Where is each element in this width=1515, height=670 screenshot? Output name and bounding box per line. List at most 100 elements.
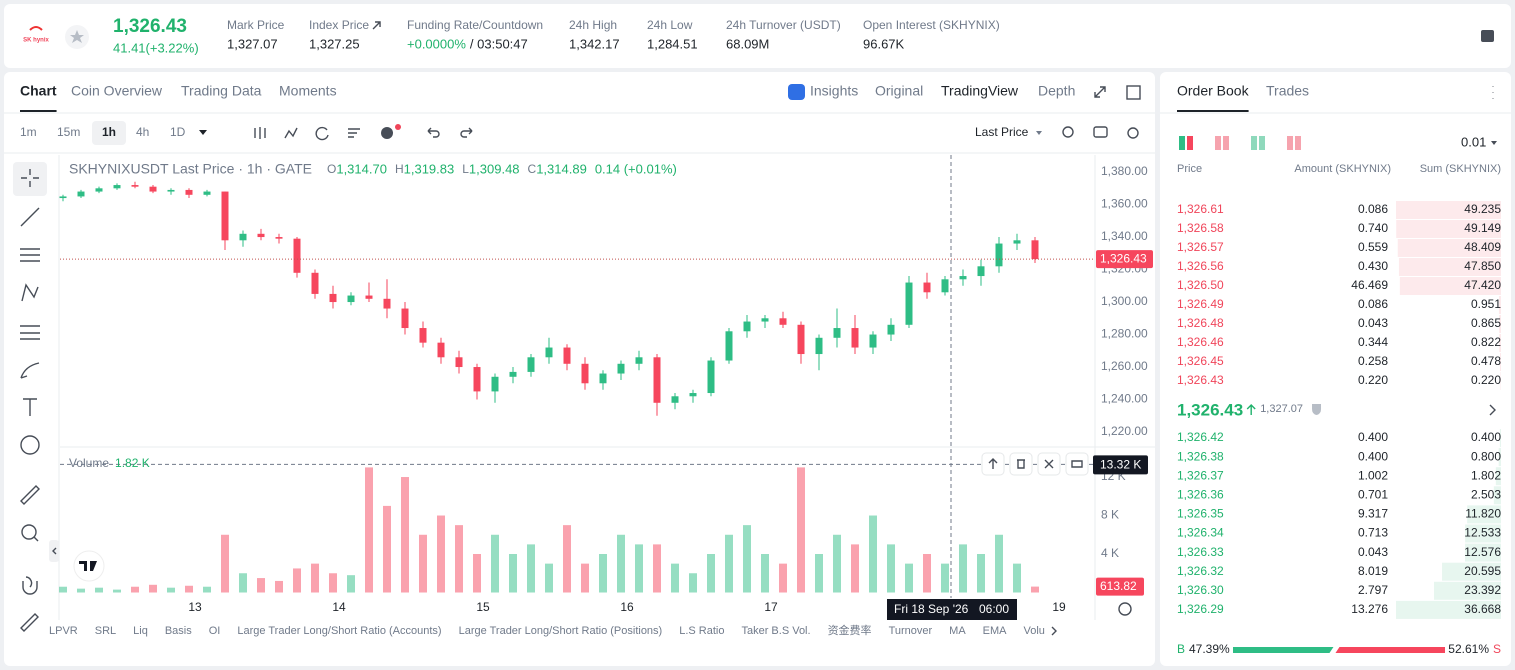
layout-icon[interactable] [1126,85,1141,100]
last-price: 1,326.43 [113,16,187,37]
indicator-tab[interactable]: Large Trader Long/Short Ratio (Accounts) [237,625,441,637]
chart-tab[interactable]: Coin Overview [71,83,163,99]
order-sum: 11.820 [1465,507,1501,521]
logo-mark [29,26,43,31]
pane-button[interactable] [1065,452,1089,476]
depth-bar [1396,220,1501,238]
volume-bar [167,587,175,593]
stat-value: 68.09M [726,36,769,51]
delete-icon [1017,459,1025,469]
order-sum: 47.420 [1464,278,1501,292]
zoom-tool[interactable] [21,524,37,540]
indicator-tab[interactable]: LPVR [49,625,78,637]
indicator-tab[interactable]: Liq [133,625,148,637]
order-sum: 0.400 [1471,430,1501,444]
candle-body [203,191,211,195]
depth-bar [1399,277,1501,295]
ai-icon [788,84,805,100]
indicator-tab[interactable]: Taker B.S Vol. [741,625,810,637]
stat-value: 1,284.51 [647,36,698,51]
pane-button[interactable] [1009,452,1033,476]
indicator-tab[interactable]: OI [209,625,221,637]
view-tab[interactable]: Depth [1038,83,1075,99]
menu-icon[interactable] [1481,30,1494,42]
search-icon[interactable] [1062,126,1074,138]
volume-bar [221,534,229,593]
order-sum: 36.668 [1464,602,1501,616]
chart-tab[interactable]: Trading Data [181,83,262,99]
indicator-tab[interactable]: EMA [983,625,1008,637]
drawing-tool [21,169,39,187]
chart-tab[interactable]: Chart [20,83,57,99]
candle-body [401,308,409,329]
indicator-tab[interactable]: 资金费率 [828,623,872,637]
order-amount: 46.469 [1351,278,1388,292]
order-price: 1,326.38 [1177,449,1224,463]
emoji-tool[interactable] [20,435,40,455]
candle-body [527,357,535,372]
indicator-tab[interactable]: Large Trader Long/Short Ratio (Positions… [459,625,663,637]
volume-bar [599,554,607,593]
indicator-icon[interactable] [381,127,393,139]
volume-bar [635,544,643,593]
indicator-tab[interactable]: Volu [1024,625,1045,637]
depth-mode[interactable] [1179,136,1185,150]
volume-last-label: 613.82 [1100,579,1137,593]
candle-body [293,238,301,273]
candle-body [707,360,715,394]
order-sum: 47.850 [1464,259,1501,273]
chart-tab[interactable]: Moments [279,83,337,99]
volume-bar [671,563,679,593]
precision[interactable]: 0.01 [1461,134,1486,149]
candle-body [77,191,85,197]
ohlc-value: 1,309.48 [469,161,520,176]
order-price: 1,326.57 [1177,240,1224,254]
interval[interactable]: 1D [170,125,186,139]
price-source[interactable]: Last Price [975,125,1029,139]
depth-mode-part [1187,136,1193,150]
star-icon [70,30,84,43]
crosshair-time: 06:00 [979,602,1009,616]
candle-body [167,189,175,192]
order-book-tab[interactable]: Order Book [1177,83,1250,99]
interval[interactable]: 15m [57,125,80,139]
collapse-icon [1044,459,1054,469]
settings-icon[interactable] [1127,127,1139,139]
interval[interactable]: 4h [136,125,149,139]
y-tick-label: 1,220.00 [1101,424,1148,438]
order-price: 1,326.29 [1177,602,1224,616]
indicator-tab[interactable]: Turnover [889,625,933,637]
chevron-right [1051,626,1057,636]
indicator-tab[interactable]: Basis [165,625,192,637]
stat-value: +0.0000% [407,36,466,51]
x-tick-label: 17 [764,600,778,614]
view-tab[interactable]: Insights [810,83,858,99]
indicator-tab[interactable]: MA [949,625,966,637]
indicator-tab[interactable]: SRL [95,625,116,637]
depth-mode-part [1295,136,1301,150]
view-tab[interactable]: TradingView [941,83,1019,99]
view-tab[interactable]: Original [875,83,923,99]
tv-logo [73,550,105,582]
order-price: 1,326.61 [1177,202,1224,216]
tab-underline [1177,110,1249,112]
camera-icon[interactable] [1093,126,1108,138]
interval[interactable]: 1m [20,125,37,139]
depth-mode[interactable] [1215,136,1221,150]
candle-body [149,186,157,192]
depth-mode[interactable] [1251,136,1257,150]
order-sum: 23.392 [1464,583,1501,597]
crosshair-volume-box [1093,455,1148,475]
order-book-tab[interactable]: Trades [1266,83,1309,99]
depth-mode[interactable] [1287,136,1293,150]
indicator-dot [395,124,401,130]
indicator-tab[interactable]: L.S Ratio [679,625,724,637]
depth-bar [1396,600,1501,619]
order-amount: 0.713 [1358,526,1388,540]
collapse-tab[interactable] [49,540,59,562]
interval[interactable]: 1h [102,125,116,139]
depth-bar [1499,353,1501,371]
volume-bar [203,586,211,593]
volume-bar [509,554,517,593]
axis-settings[interactable] [1118,602,1132,616]
